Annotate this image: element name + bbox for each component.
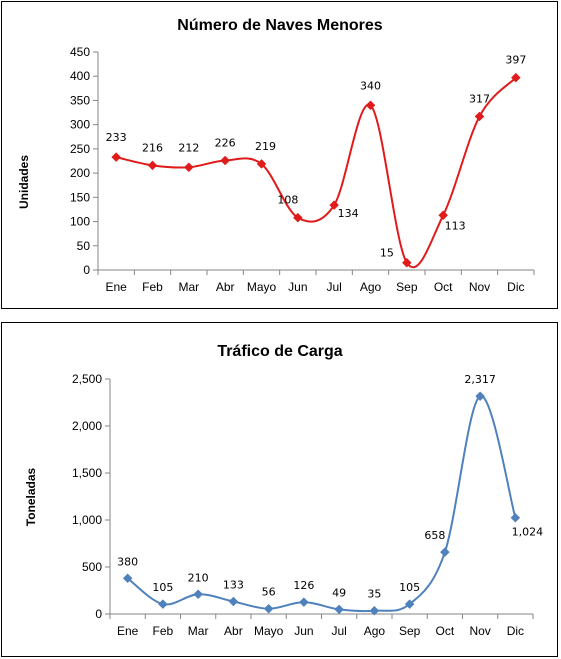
chart-title: Número de Naves Menores [177,17,383,34]
x-tick-label: Nov [469,280,490,294]
data-point [401,257,412,268]
data-point [438,210,449,221]
y-tick-label: 450 [70,45,90,59]
data-point [122,573,133,584]
x-tick-label: Mayo [247,280,277,294]
data-label: 134 [338,207,359,220]
data-point [365,100,376,111]
y-tick-label: 500 [82,560,102,574]
data-point [404,599,415,609]
series-line [115,76,517,269]
x-tick-label: Sep [399,624,421,638]
data-point [369,605,380,616]
chart-panel-naves: Número de Naves Menores Unidades 0 50 100 1… [1,1,558,309]
y-tick-label: 2,500 [72,372,102,386]
y-tick-label: 1,000 [72,513,102,527]
data-point [440,547,450,558]
data-label: 380 [117,555,138,568]
x-tick-label: Mar [188,624,209,638]
data-label: 233 [106,131,127,144]
data-point [329,200,340,210]
data-point [334,604,344,615]
x-tick-label: Mayo [254,624,284,638]
y-tick-label: 0 [83,263,90,277]
data-point [158,599,168,609]
y-tick-label: 2,000 [72,419,102,433]
data-point [228,596,239,607]
data-label: 35 [367,588,381,601]
x-tick-label: Ago [364,624,386,638]
data-point [263,603,274,614]
data-label: 212 [178,141,199,154]
data-label: 56 [262,586,276,599]
data-point [474,111,485,122]
x-tick-label: Jul [331,624,346,638]
x-tick-label: Sep [396,280,418,294]
data-label: 49 [332,586,346,599]
data-label: 105 [399,581,420,594]
x-tick-label: Jun [288,280,307,294]
data-label: 216 [142,141,163,154]
data-point [147,160,158,171]
y-tick-label: 50 [77,239,91,253]
x-tick-label: Ene [105,280,127,294]
x-tick-label: Dic [507,624,524,638]
data-label: 105 [152,581,173,594]
data-label: 219 [255,140,276,153]
x-tick-label: Oct [434,280,453,294]
x-tick-label: Jun [294,624,313,638]
y-tick-label: 100 [70,215,90,229]
chart-naves-menores: Número de Naves Menores Unidades 0 50 100 1… [17,17,535,294]
x-tick-label: Abr [216,280,235,294]
y-tick-label: 300 [70,118,90,132]
data-point [183,162,194,173]
data-label: 2,317 [464,373,496,386]
data-point [256,159,267,169]
data-label: 397 [505,54,526,67]
data-label: 1,024 [512,526,544,539]
x-tick-label: Abr [224,624,243,638]
data-point [220,155,231,166]
data-label: 317 [469,92,490,105]
x-tick-label: Jul [326,280,341,294]
data-point [475,391,485,402]
y-tick-label: 0 [95,607,102,621]
data-point [193,589,203,600]
y-tick-label: 350 [70,93,90,107]
data-label: 108 [277,194,298,207]
x-tick-label: Ene [117,624,139,638]
data-label: 340 [360,79,381,92]
data-label: 226 [215,137,236,150]
y-axis-title: Unidades [17,155,31,209]
y-tick-label: 150 [70,190,90,204]
x-tick-label: Mar [178,280,199,294]
x-tick-label: Feb [153,624,174,638]
data-label: 113 [445,219,466,232]
x-tick-label: Feb [142,280,163,294]
data-label: 126 [293,579,314,592]
chart-trafico-carga: Tráfico de Carga Toneladas 0 500 1,000 1,50… [24,343,544,638]
data-label: 658 [424,529,445,542]
y-tick-label: 400 [70,69,90,83]
data-point [111,152,122,162]
x-tick-label: Dic [507,280,524,294]
data-point [299,597,309,608]
chart-title: Tráfico de Carga [217,343,342,360]
y-tick-label: 250 [70,142,90,156]
data-point [510,72,521,83]
series-line [127,395,517,613]
chart-panel-carga: Tráfico de Carga Toneladas 0 500 1,000 1,50… [1,322,558,657]
data-point [292,212,303,223]
y-axis-title: Toneladas [24,467,38,526]
data-label: 15 [380,247,394,260]
x-tick-label: Oct [436,624,455,638]
x-tick-label: Ago [360,280,382,294]
x-tick-label: Nov [469,624,490,638]
y-tick-label: 200 [70,166,90,180]
y-tick-label: 1,500 [72,466,102,480]
data-label: 133 [223,578,244,591]
data-point [510,512,521,523]
data-label: 210 [188,571,209,584]
